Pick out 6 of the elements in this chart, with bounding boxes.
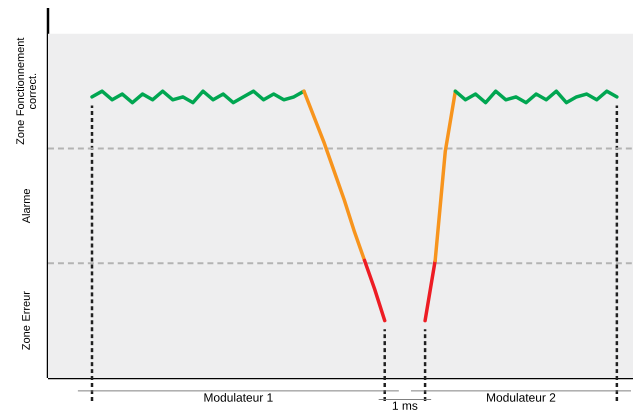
text: Modulateur 1 <box>204 392 273 402</box>
band-label: Zone Erreur <box>22 291 30 350</box>
text: Modulateur 2 <box>487 392 556 402</box>
band-label: Alarme <box>22 189 30 224</box>
text: 1 ms <box>392 402 418 410</box>
band-label: Zone Fonctionnement correct. <box>16 38 36 144</box>
